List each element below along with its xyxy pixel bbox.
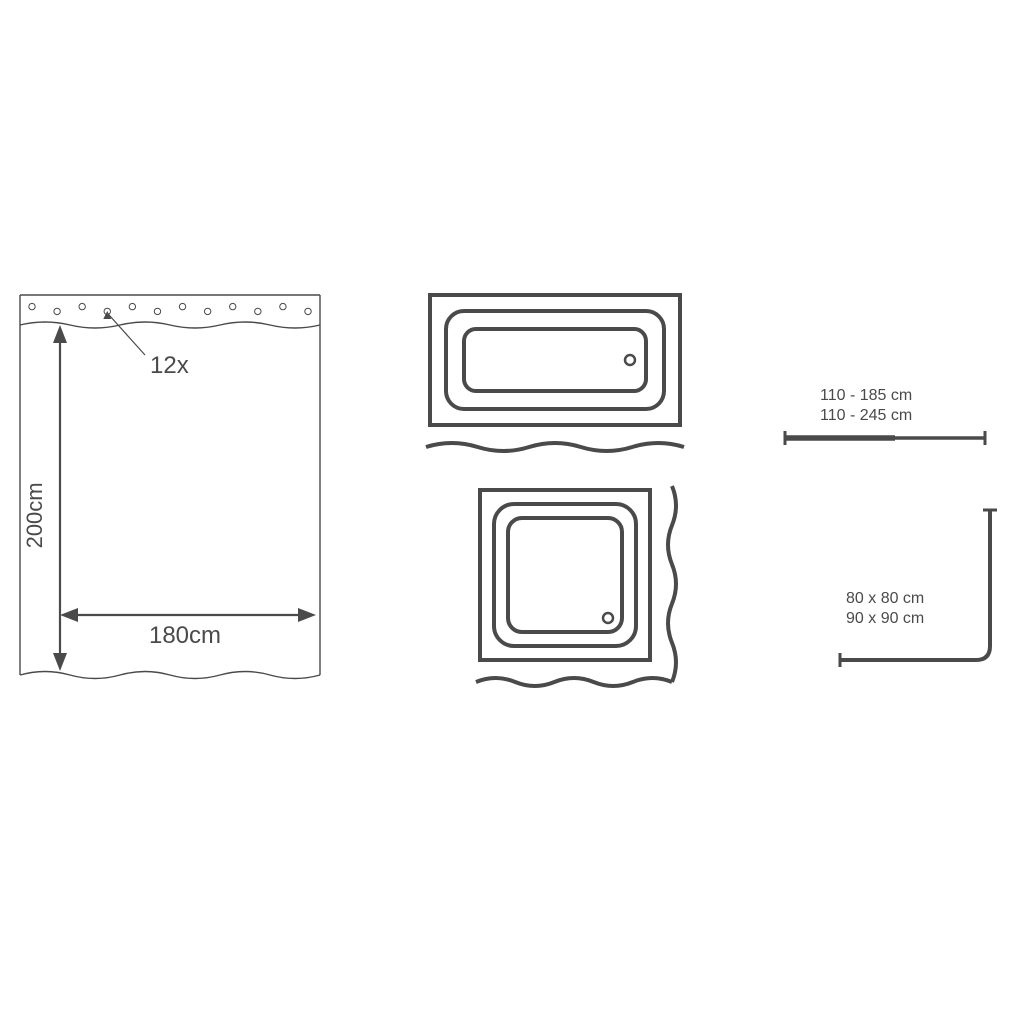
- curtain-hole: [305, 308, 311, 314]
- bathtub-curtain-wave: [426, 443, 684, 451]
- straight-rod-diagram: [785, 431, 985, 445]
- curtain-hole: [230, 303, 236, 309]
- curtain-hole: [79, 303, 85, 309]
- straight-rod-label-1: 110 - 185 cm: [820, 387, 912, 404]
- corner-rod-label-2: 90 x 90 cm: [846, 610, 924, 627]
- curtain-hole: [29, 303, 35, 309]
- holes-count-label: 12x: [150, 352, 189, 379]
- shower-curtain-wave: [476, 678, 672, 686]
- curtain-hole: [280, 303, 286, 309]
- corner-rod-diagram: [840, 510, 997, 667]
- corner-rod-label-1: 80 x 80 cm: [846, 590, 924, 607]
- curtain-width-label: 180cm: [149, 622, 221, 649]
- curtain-hole: [154, 308, 160, 314]
- curtain-hole: [54, 308, 60, 314]
- curtain-height-label: 200cm: [22, 482, 47, 548]
- curtain-hole: [129, 303, 135, 309]
- diagram-canvas: 12x 200cm 180cm 110 - 185 cm 110 - 245 cm 80 …: [0, 0, 1024, 1024]
- curtain-diagram: 12x 200cm 180cm: [20, 295, 320, 679]
- curtain-hole: [204, 308, 210, 314]
- curtain-hole: [255, 308, 261, 314]
- straight-rod-label-2: 110 - 245 cm: [820, 407, 912, 424]
- shower-tray-diagram: [476, 486, 676, 686]
- curtain-hole: [179, 303, 185, 309]
- bathtub-diagram: [426, 295, 684, 451]
